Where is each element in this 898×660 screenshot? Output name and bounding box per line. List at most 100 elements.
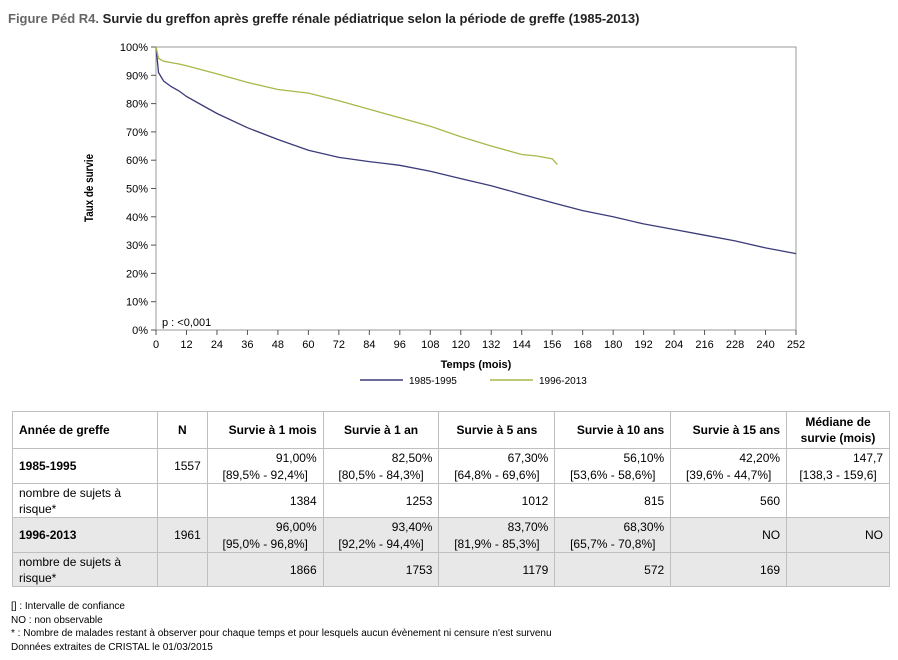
cell-ci: [80,5% - 84,3%]: [322, 466, 440, 484]
legend: 1985-1995 1996-2013: [360, 376, 587, 387]
cell-ci: [92,2% - 94,4%]: [322, 535, 440, 553]
cell-risk: 1866: [206, 552, 324, 587]
x-tick-label: 192: [634, 339, 652, 351]
cell-ci: [39,6% - 44,7%]: [670, 466, 788, 484]
x-tick-label: 180: [604, 339, 622, 351]
y-tick-label: 10%: [126, 297, 148, 309]
legend-label-1996-2013: 1996-2013: [539, 376, 587, 387]
x-tick-label: 204: [665, 339, 683, 351]
row-label-1985-1995: 1985-1995: [12, 448, 158, 484]
y-tick-label: 90%: [126, 70, 148, 82]
header-n: N: [156, 411, 208, 449]
cell-value: NO: [670, 517, 788, 553]
y-tick-label: 80%: [126, 99, 148, 111]
figure-title: Figure Péd R4. Survie du greffon après g…: [8, 11, 639, 26]
cell-empty: [786, 483, 890, 518]
x-tick-label: 108: [421, 339, 439, 351]
table-row: 1985-1995 1557 91,00% 82,50% 67,30% 56,1…: [12, 448, 890, 484]
x-tick-label: 96: [394, 339, 406, 351]
cell-value: NO: [786, 517, 890, 553]
x-tick-label: 132: [482, 339, 500, 351]
figure-title-prefix: Figure Péd R4.: [8, 11, 100, 26]
y-tick-label: 60%: [126, 155, 148, 167]
cell-value: 56,10%: [554, 448, 672, 466]
x-tick-label: 72: [333, 339, 345, 351]
table-header-row: Année de greffe N Survie à 1 mois Survie…: [12, 411, 890, 449]
cell-risk: 1753: [322, 552, 440, 587]
x-tick-label: 120: [452, 339, 470, 351]
header-15-ans: Survie à 15 ans: [670, 411, 788, 449]
x-tick-label: 12: [180, 339, 192, 351]
x-axis: 0 12 24 36 48 60 72 84 96 108 120 132 144 156 168 180 19…: [153, 330, 805, 351]
row-label-risk: nombre de sujets à risque*: [12, 552, 158, 587]
legend-label-1985-1995: 1985-1995: [409, 376, 457, 387]
x-tick-label: 216: [695, 339, 713, 351]
cell-risk: 572: [554, 552, 672, 587]
x-tick-label: 48: [272, 339, 284, 351]
x-axis-label: Temps (mois): [441, 359, 512, 371]
cell-risk: 1179: [438, 552, 556, 587]
cell-risk: 169: [670, 552, 788, 587]
x-tick-label: 240: [756, 339, 774, 351]
y-tick-label: 0%: [132, 325, 148, 337]
plot-area: [155, 46, 797, 331]
y-tick-label: 40%: [126, 212, 148, 224]
footnote: NO : non observable: [11, 614, 103, 626]
x-tick-label: 168: [573, 339, 591, 351]
x-tick-label: 228: [726, 339, 744, 351]
x-tick-label: 0: [153, 339, 159, 351]
cell-value: 82,50%: [322, 448, 440, 466]
header-mediane: Médiane de survie (mois): [786, 411, 890, 449]
header-1-an: Survie à 1 an: [322, 411, 440, 449]
survival-table: Année de greffe N Survie à 1 mois Survie…: [12, 411, 890, 587]
cell-ci: [65,7% - 70,8%]: [554, 535, 672, 553]
cell-risk: 1384: [206, 483, 324, 518]
cell-n: 1961: [156, 517, 208, 553]
p-value-annotation: p : <0,001: [162, 317, 211, 329]
series-line-1985-1995: [155, 46, 797, 255]
header-10-ans: Survie à 10 ans: [554, 411, 672, 449]
cell-value: 96,00%: [206, 517, 324, 535]
row-label-1996-2013: 1996-2013: [12, 517, 158, 553]
table-row: nombre de sujets à risque* 1384 1253 101…: [12, 483, 890, 518]
footnote: * : Nombre de malades restant à observer…: [11, 628, 552, 639]
cell-ci: [138,3 - 159,6]: [786, 466, 890, 484]
cell-ci: [64,8% - 69,6%]: [438, 466, 556, 484]
cell-empty: [156, 552, 208, 587]
cell-ci: [53,6% - 58,6%]: [554, 466, 672, 484]
y-axis: 0% 10% 20% 30% 40% 50% 60% 70% 80% 90% 100%: [120, 42, 156, 337]
x-tick-label: 60: [302, 339, 314, 351]
series-line-1996-2013: [155, 46, 558, 165]
y-axis-label: Taux de survie: [83, 154, 96, 222]
survival-chart: 0% 10% 20% 30% 40% 50% 60% 70% 80% 90% 100% 0 12 24 3…: [83, 42, 805, 387]
cell-risk: 815: [554, 483, 672, 518]
y-tick-label: 20%: [126, 268, 148, 280]
cell-value: 67,30%: [438, 448, 556, 466]
x-tick-label: 252: [787, 339, 805, 351]
cell-value: 93,40%: [322, 517, 440, 535]
cell-ci: [89,5% - 92,4%]: [206, 466, 324, 484]
table-row: 1996-2013 1961 96,00% 93,40% 83,70% 68,3…: [12, 517, 890, 553]
cell-risk: 1012: [438, 483, 556, 518]
x-tick-label: 144: [513, 339, 531, 351]
x-tick-label: 156: [543, 339, 561, 351]
series-lines: [155, 46, 797, 255]
figure-title-text: Survie du greffon après greffe rénale pé…: [102, 11, 640, 26]
cell-value: 68,30%: [554, 517, 672, 535]
x-tick-label: 84: [363, 339, 375, 351]
footnote: Données extraites de CRISTAL le 01/03/20…: [11, 641, 213, 653]
row-label-risk: nombre de sujets à risque*: [12, 483, 158, 518]
cell-ci: [81,9% - 85,3%]: [438, 535, 556, 553]
cell-risk: 560: [670, 483, 788, 518]
cell-value: 147,7: [786, 448, 890, 466]
y-tick-label: 70%: [126, 127, 148, 139]
footnote: [] : Intervalle de confiance: [11, 601, 125, 612]
footnotes: [] : Intervalle de confiance NO : non ob…: [11, 600, 552, 654]
cell-risk: 1253: [322, 483, 440, 518]
cell-empty: [156, 483, 208, 518]
header-1-mois: Survie à 1 mois: [206, 411, 324, 449]
cell-ci: [95,0% - 96,8%]: [206, 535, 324, 553]
x-tick-label: 36: [241, 339, 253, 351]
table-row: nombre de sujets à risque* 1866 1753 117…: [12, 552, 890, 587]
y-tick-label: 50%: [126, 184, 148, 196]
